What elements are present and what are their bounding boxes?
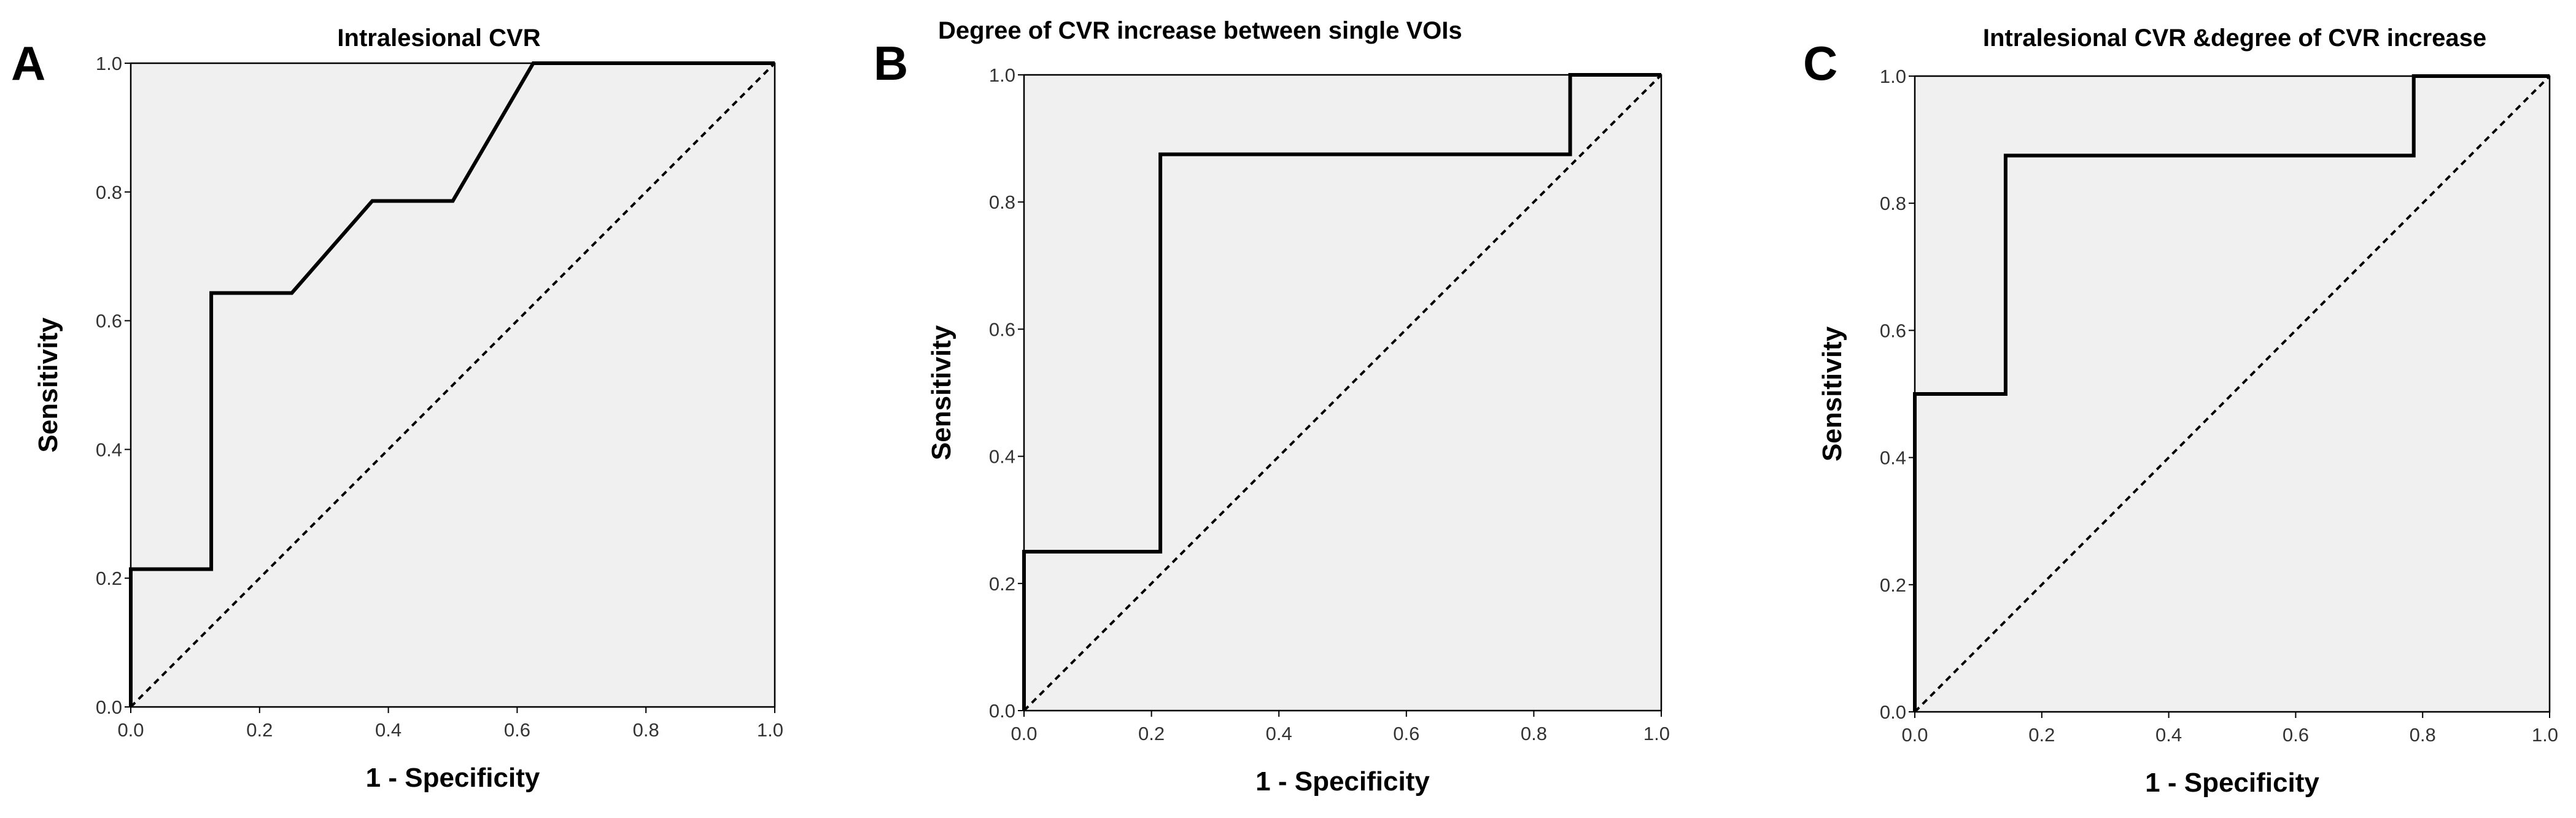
plot-area <box>1023 74 1662 712</box>
x-tick-label: 0.2 <box>2028 724 2055 746</box>
x-tick-label: 0.8 <box>1521 723 1547 744</box>
y-tick-label: 1.0 <box>1880 66 1906 87</box>
x-tick-label: 0.6 <box>504 719 530 741</box>
y-tick-label: 0.2 <box>1880 574 1906 596</box>
x-tick-label: 0.8 <box>2410 724 2436 746</box>
roc-curve-line <box>1913 74 2550 712</box>
x-tick-label: 1.0 <box>1643 723 1670 744</box>
x-tick-label: 0.8 <box>633 719 659 741</box>
y-tick-label: 0.8 <box>96 182 122 203</box>
y-tick-label: 0.2 <box>96 568 122 589</box>
y-tick-label: 0.4 <box>96 439 122 460</box>
roc-curve-line <box>129 61 775 707</box>
y-tick-label: 0.4 <box>989 446 1015 468</box>
panel-b: B Degree of CVR increase between single V… <box>874 17 1670 797</box>
chart-title: Intralesional CVR &degree of CVR increas… <box>1983 25 2486 52</box>
x-tick-label: 0.4 <box>2155 724 2182 746</box>
x-tick-label: 0.0 <box>1901 724 1928 746</box>
y-tick-label: 0.4 <box>1880 447 1906 469</box>
x-tick-label: 1.0 <box>757 719 783 741</box>
x-tick-label: 0.0 <box>117 719 144 741</box>
y-axis-label: Sensitivity <box>1817 326 1847 461</box>
panel-c: C Intralesional CVR &degree of CVR increa… <box>1803 25 2558 798</box>
x-axis-label: 1 - Specificity <box>2145 768 2319 798</box>
x-tick-label: 0.4 <box>375 719 402 741</box>
chart-title: Degree of CVR increase between single VO… <box>938 17 1462 44</box>
x-axis-label: 1 - Specificity <box>366 763 540 793</box>
y-tick-label: 0.6 <box>1880 320 1906 341</box>
y-tick-label: 1.0 <box>96 53 122 74</box>
panel-letter: B <box>874 36 908 90</box>
y-tick-label: 0.6 <box>989 318 1015 340</box>
x-axis-label: 1 - Specificity <box>1255 766 1430 797</box>
y-tick-label: 0.8 <box>1880 193 1906 214</box>
y-tick-label: 0.6 <box>96 311 122 332</box>
y-tick-label: 0.0 <box>989 700 1015 722</box>
x-tick-label: 0.6 <box>2283 724 2309 746</box>
x-tick-label: 0.2 <box>1138 723 1165 744</box>
x-tick-label: 0.4 <box>1266 723 1292 744</box>
x-tick-label: 0.2 <box>246 719 273 741</box>
panel-letter: C <box>1803 36 1837 90</box>
panel-letter: A <box>11 36 45 90</box>
y-axis-label: Sensitivity <box>33 317 63 453</box>
x-tick-label: 0.6 <box>1393 723 1419 744</box>
reference-line <box>130 62 776 708</box>
reference-line <box>1914 75 2551 713</box>
y-tick-label: 0.0 <box>1880 701 1906 723</box>
y-tick-label: 0.0 <box>96 696 122 718</box>
y-tick-label: 0.2 <box>989 573 1015 595</box>
y-axis-label: Sensitivity <box>926 325 956 460</box>
x-tick-label: 1.0 <box>2532 724 2558 746</box>
roc-curve-line <box>1022 73 1661 711</box>
chart-title: Intralesional CVR <box>337 25 540 52</box>
y-tick-label: 0.8 <box>989 191 1015 213</box>
x-tick-label: 0.0 <box>1011 723 1037 744</box>
y-tick-label: 1.0 <box>989 64 1015 86</box>
panel-a: A Intralesional CVR 0.0 0.2 0.4 0.6 0.8 1.0 0.0 0… <box>11 25 783 793</box>
